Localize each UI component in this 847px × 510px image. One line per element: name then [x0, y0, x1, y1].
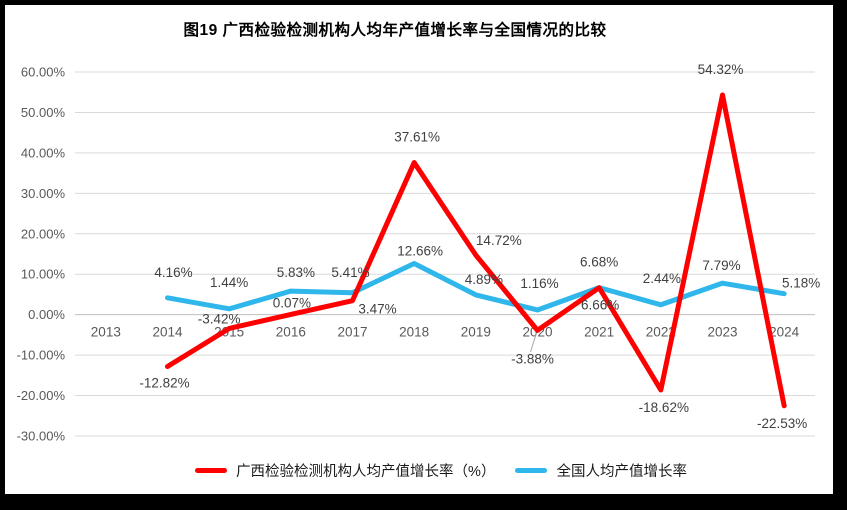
data-label: -12.82%	[139, 376, 189, 391]
x-axis-tick-label: 2021	[584, 325, 614, 340]
legend-item-guangxi: 广西检验检测机构人均产值增长率（%）	[195, 460, 495, 481]
data-label: 12.66%	[397, 243, 443, 258]
chart-title: 图19 广西检验检测机构人均年产值增长率与全国情况的比较	[183, 22, 607, 39]
y-axis-tick-label: 0.00%	[28, 307, 65, 322]
data-label: -22.53%	[757, 416, 807, 431]
legend-item-national: 全国人均产值增长率	[515, 460, 687, 481]
data-label: 37.61%	[394, 130, 440, 145]
data-label: 1.16%	[520, 276, 558, 291]
data-label: 54.32%	[698, 62, 744, 77]
y-axis-tick-label: 60.00%	[21, 65, 66, 80]
chart-legend: 广西检验检测机构人均产值增长率（%） 全国人均产值增长率	[27, 460, 847, 481]
data-label: 6.68%	[580, 255, 618, 270]
y-axis-tick-label: 30.00%	[21, 186, 66, 201]
legend-label-guangxi: 广西检验检测机构人均产值增长率（%）	[236, 464, 496, 480]
x-axis-tick-label: 2014	[152, 325, 183, 340]
data-label: -3.88%	[511, 351, 554, 366]
x-axis-tick-label: 2022	[646, 325, 676, 340]
x-axis-tick-label: 2013	[91, 325, 121, 340]
x-axis-tick-label: 2019	[461, 325, 491, 340]
y-axis-tick-label: -20.00%	[17, 388, 66, 403]
x-axis-tick-label: 2023	[707, 325, 737, 340]
y-axis-tick-label: 10.00%	[21, 267, 66, 282]
data-label: 6.66%	[581, 298, 619, 313]
x-axis-tick-label: 2018	[399, 325, 429, 340]
data-label: 2.44%	[643, 271, 681, 286]
legend-swatch-guangxi-red-line	[195, 468, 228, 473]
data-label: 0.07%	[273, 295, 311, 310]
y-axis-tick-label: -30.00%	[17, 428, 66, 443]
x-axis-tick-label: 2017	[337, 325, 367, 340]
y-axis-tick-label: 50.00%	[21, 105, 66, 120]
x-axis-tick-label: 2024	[769, 325, 800, 340]
y-axis-tick-label: 20.00%	[21, 226, 66, 241]
series-line-guangxi	[165, 92, 787, 409]
chart-canvas: 图19 广西检验检测机构人均年产值增长率与全国情况的比较 60.00% 50.00…	[5, 5, 833, 494]
data-label: 5.83%	[277, 265, 315, 280]
data-label: 3.47%	[358, 302, 396, 317]
data-label: 1.44%	[210, 275, 248, 290]
line-chart-plot: 60.00% 50.00% 40.00% 30.00% 20.00% 10.00% 0.00…	[17, 62, 821, 444]
data-label: -18.62%	[639, 400, 689, 415]
y-axis-tick-label: 40.00%	[21, 145, 66, 160]
data-label: 4.89%	[465, 272, 503, 287]
x-axis-tick-label: 2016	[276, 325, 306, 340]
data-label: 5.41%	[331, 265, 369, 280]
data-label: 4.16%	[154, 265, 192, 280]
y-axis-tick-label: -10.00%	[17, 348, 66, 363]
data-label: 14.72%	[476, 233, 522, 248]
legend-swatch-national-blue-line	[515, 468, 548, 473]
data-label: -3.42%	[198, 311, 241, 326]
data-label-leader-line	[530, 332, 537, 353]
legend-label-national: 全国人均产值增长率	[556, 464, 687, 480]
data-label: 7.79%	[702, 258, 740, 273]
data-label: 5.18%	[782, 276, 820, 291]
